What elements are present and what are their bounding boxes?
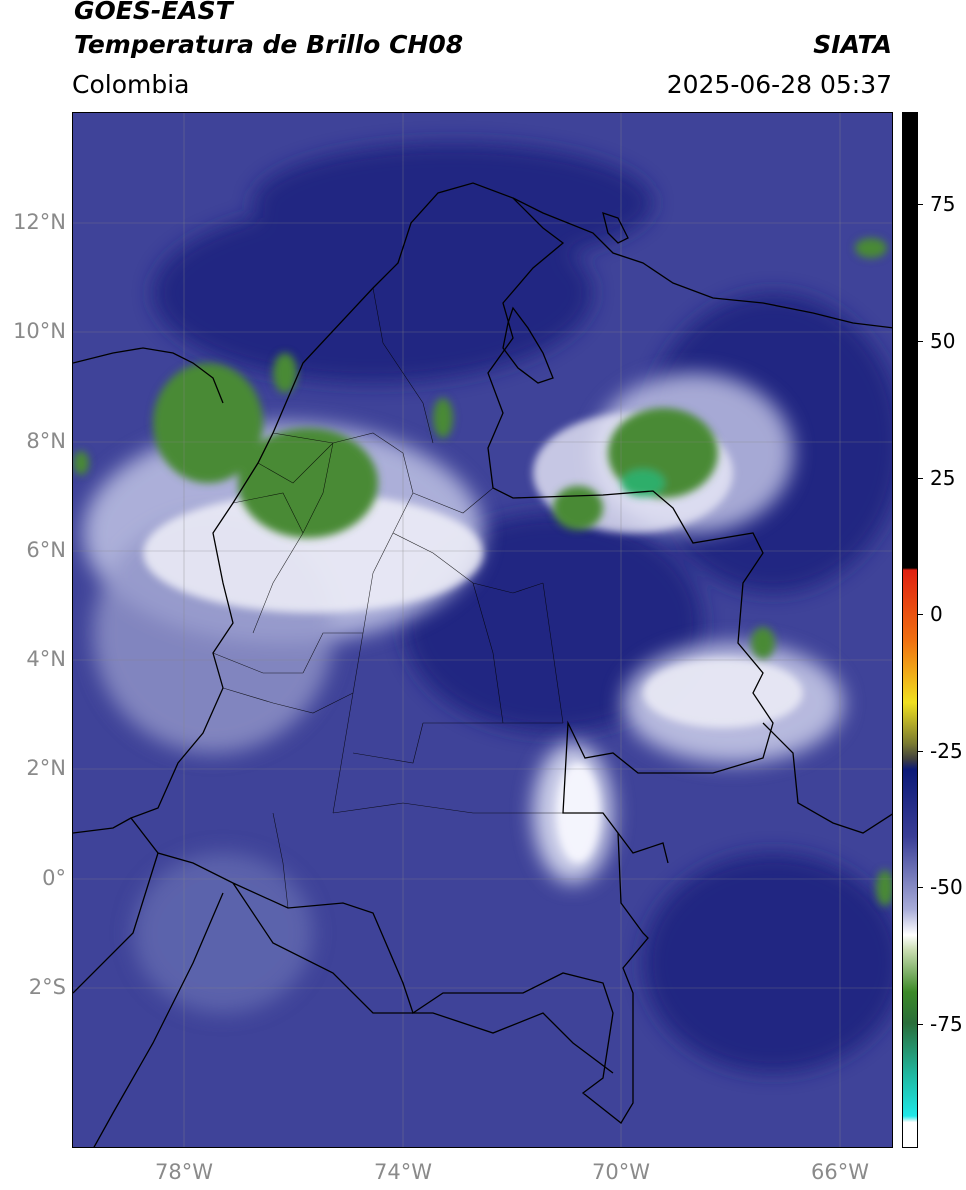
cold-cloud-caribbean (855, 238, 887, 258)
dark-region-caribbean (253, 143, 653, 263)
cbar-tick-minus75: -75 (930, 1012, 963, 1036)
dept-border-9 (257, 442, 334, 484)
lon-tick-66w: 66°W (811, 1160, 869, 1184)
dept-border-8 (232, 492, 304, 534)
peru-border (73, 852, 159, 994)
agency-label: SIATA (813, 30, 892, 59)
dept-border-12 (332, 802, 563, 814)
cbar-tick-mark (917, 341, 923, 342)
coldest-cloud-core (621, 469, 665, 497)
lat-tick-8n: 8°N (26, 429, 66, 453)
brazil-peru-border (617, 832, 669, 864)
peru-amazon-border (232, 882, 614, 1074)
lat-tick-12n: 12°N (13, 210, 66, 234)
dept-border-15 (412, 487, 494, 514)
lat-tick-6n: 6°N (26, 538, 66, 562)
satellite-map (72, 112, 893, 1148)
colombia-outline (129, 182, 774, 1124)
dark-regions (153, 143, 892, 1073)
cbar-tick-50: 50 (930, 329, 956, 353)
lat-tick-4n: 4°N (26, 647, 66, 671)
lon-tick-70w: 70°W (592, 1160, 650, 1184)
cold-cloud-antioquia (238, 428, 378, 538)
cbar-tick-0: 0 (930, 602, 943, 626)
lat-tick-2n: 2°N (26, 756, 66, 780)
cbar-tick-mark (917, 751, 923, 752)
light-region-south (133, 853, 313, 1013)
cold-cloud-pacific (73, 451, 89, 475)
product-title: Temperatura de Brillo CH08 (74, 30, 464, 59)
lat-tick-10n: 10°N (13, 319, 66, 343)
lake-maracaibo (502, 306, 554, 384)
white-cloud-east (643, 658, 803, 728)
dept-border-7 (212, 652, 303, 674)
lat-tick-0: 0° (42, 866, 66, 890)
dept-border-17 (272, 812, 289, 909)
cold-cloud-magdalena (433, 398, 453, 438)
dept-border-14 (542, 582, 564, 724)
cbar-tick-mark (917, 614, 923, 615)
colorbar (902, 112, 918, 1148)
cbar-tick-mark (917, 478, 923, 479)
cold-cloud-coast (273, 353, 297, 393)
dark-region-center (403, 513, 703, 733)
lat-tick-2s: 2°S (28, 975, 66, 999)
cold-cloud-arauca (553, 486, 603, 530)
ecuador-border (73, 817, 132, 834)
cbar-tick-minus50: -50 (930, 875, 963, 899)
dept-border-16 (302, 632, 363, 674)
cbar-tick-mark (917, 1024, 923, 1025)
caribbean-island (602, 212, 629, 244)
venezuela-coast (512, 197, 892, 329)
dept-border-2 (372, 287, 434, 444)
datetime-label: 2025-06-28 05:37 (666, 70, 892, 99)
pacific-coast-south (93, 892, 224, 1147)
lon-tick-78w: 78°W (155, 1160, 213, 1184)
cold-cloud-tops (73, 238, 892, 906)
cbar-tick-mark (917, 204, 923, 205)
graticule (73, 113, 892, 1147)
map-canvas (73, 113, 892, 1147)
dept-border-6 (222, 687, 354, 714)
satellite-title: GOES-EAST (74, 0, 233, 25)
cbar-tick-mark (917, 887, 923, 888)
department-borders (212, 287, 564, 909)
cbar-tick-25: 25 (930, 466, 956, 490)
cold-cloud-uraba (153, 363, 263, 483)
panama-coast (73, 347, 224, 404)
country-borders (73, 182, 892, 1147)
dept-border-11 (352, 722, 424, 764)
lon-tick-74w: 74°W (374, 1160, 432, 1184)
cbar-tick-75: 75 (930, 192, 956, 216)
cbar-tick-minus25: -25 (930, 739, 963, 763)
dark-region-southeast (643, 853, 892, 1073)
cold-cloud-vichada (751, 627, 775, 659)
dept-border-13 (472, 582, 504, 724)
region-label: Colombia (72, 70, 190, 99)
venezuela-brazil-border (762, 722, 892, 834)
